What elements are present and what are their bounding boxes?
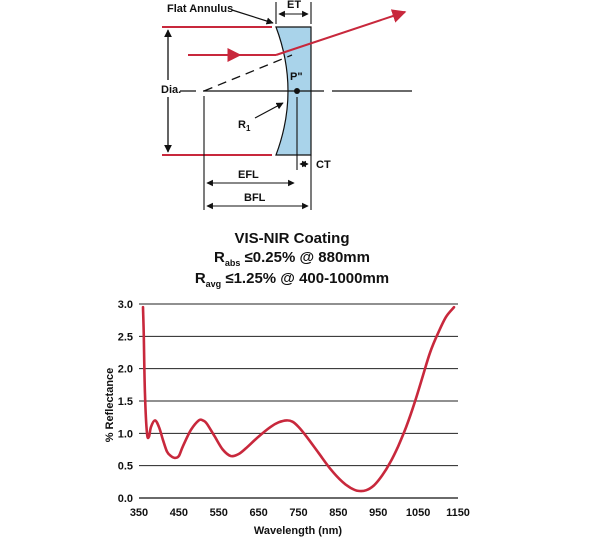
x-tick-label: 750 [289,507,307,519]
x-tick-label: 450 [170,507,188,519]
r1-label: R1 [238,119,251,133]
x-tick-label: 1050 [406,507,430,519]
principal-point-label: P" [290,71,303,83]
y-tick-label: 2.0 [118,364,133,376]
et-label: ET [287,0,301,11]
x-tick-label: 650 [249,507,267,519]
x-tick-label: 950 [369,507,387,519]
x-tick-label: 550 [210,507,228,519]
y-tick-label: 0.5 [118,461,133,473]
flat-annulus-leader [231,9,274,25]
chart-grid [139,303,458,467]
x-tick-labels: 350 450 550 650 750 850 950 1050 1150 [130,507,470,519]
r1-leader [254,102,284,119]
bfl-label: BFL [244,192,266,204]
dia-label: Dia. [161,84,181,96]
x-tick-label: 350 [130,507,148,519]
reflectance-curve [141,305,456,493]
principal-point-dot [294,88,300,94]
ct-label: CT [316,159,331,171]
virtual-ray-dashed [203,54,293,92]
x-tick-label: 850 [329,507,347,519]
coating-title: VIS-NIR Coating [235,230,350,247]
y-tick-label: 0.0 [118,493,133,505]
y-tick-label: 2.5 [118,331,133,343]
coating-spec-abs: Rabs ≤0.25% @ 880mm [214,249,370,268]
coating-spec-avg: Ravg ≤1.25% @ 400-1000mm [195,270,389,289]
flat-annulus-label: Flat Annulus [167,3,233,15]
coating-title-block: VIS-NIR Coating Rabs ≤0.25% @ 880mm Ravg… [195,230,389,289]
exiting-ray [275,9,407,56]
y-tick-label: 1.0 [118,428,133,440]
x-tick-label: 1150 [446,507,470,519]
lens-diagram: Dia. Flat Annulus ET P" R1 CT EFL BFL [158,0,412,210]
reflectance-chart: 0.0 0.5 1.0 1.5 2.0 2.5 3.0 350 450 550 650 750 850… [104,299,470,537]
y-axis-label: % Reflectance [104,368,116,443]
y-tick-label: 1.5 [118,396,133,408]
x-axis-label: Wavelength (nm) [254,525,343,537]
efl-label: EFL [238,169,259,181]
y-tick-label: 3.0 [118,299,133,311]
y-tick-labels: 0.0 0.5 1.0 1.5 2.0 2.5 3.0 [118,299,133,505]
